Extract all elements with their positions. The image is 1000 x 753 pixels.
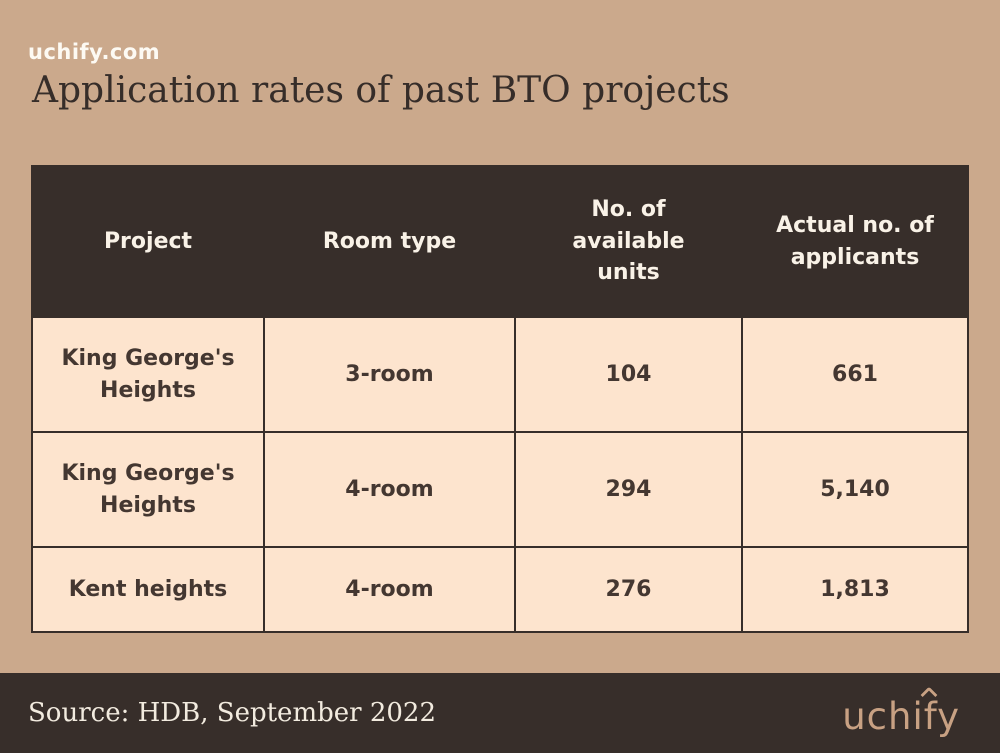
header-cell-room-type: Room type [263, 165, 516, 318]
source-text: Source: HDB, September 2022 [28, 698, 436, 728]
header-cell-applicants: Actual no. of applicants [741, 165, 969, 318]
header-cell-project: Project [31, 165, 265, 318]
uchify-logo: uchify [842, 686, 960, 738]
cell-room-type: 4-room [263, 431, 516, 548]
cell-project: Kent heights [31, 546, 265, 633]
cell-available-units: 276 [514, 546, 743, 633]
table-row: King George's Heights 3-room 104 661 [31, 316, 969, 433]
cell-applicants: 1,813 [741, 546, 969, 633]
cell-applicants: 5,140 [741, 431, 969, 548]
cell-available-units: 104 [514, 316, 743, 433]
cell-applicants: 661 [741, 316, 969, 433]
uchify-logo-text: uchify [842, 694, 960, 738]
cell-room-type: 3-room [263, 316, 516, 433]
site-url-label: uchify.com [28, 40, 161, 64]
footer-bar: Source: HDB, September 2022 uchify [0, 673, 1000, 753]
cell-project: King George's Heights [31, 431, 265, 548]
cell-room-type: 4-room [263, 546, 516, 633]
table-header-row: Project Room type No. of available units… [31, 165, 969, 318]
table-row: Kent heights 4-room 276 1,813 [31, 546, 969, 633]
cell-project: King George's Heights [31, 316, 265, 433]
bto-application-table: Project Room type No. of available units… [31, 165, 969, 633]
header-cell-available-units: No. of available units [514, 165, 743, 318]
table-row: King George's Heights 4-room 294 5,140 [31, 431, 969, 548]
cell-available-units: 294 [514, 431, 743, 548]
page-title: Application rates of past BTO projects [32, 70, 730, 111]
